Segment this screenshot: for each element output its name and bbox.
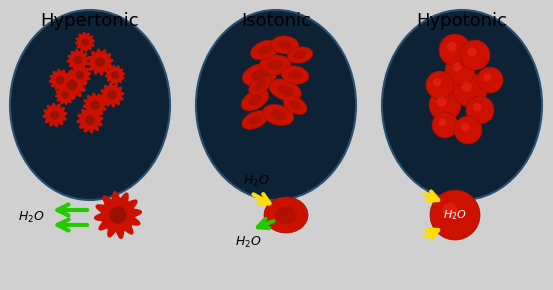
Ellipse shape [277,84,293,95]
Circle shape [466,96,494,124]
Circle shape [447,42,457,52]
Text: Hypotonic: Hypotonic [416,12,508,30]
Circle shape [452,63,462,72]
Polygon shape [100,83,124,107]
Ellipse shape [259,55,291,75]
Polygon shape [110,207,126,223]
Polygon shape [108,91,116,99]
Ellipse shape [258,45,272,55]
Ellipse shape [248,95,262,105]
Text: Hypertonic: Hypertonic [41,12,139,30]
Text: $H_2O$: $H_2O$ [443,208,467,222]
Circle shape [433,78,441,86]
Circle shape [483,73,491,81]
Circle shape [473,103,482,111]
Polygon shape [95,192,142,238]
Polygon shape [76,33,95,51]
Ellipse shape [264,197,308,233]
Circle shape [477,67,503,93]
Polygon shape [84,93,107,117]
Bar [0,0,553,135]
Ellipse shape [287,47,313,63]
Circle shape [442,202,457,218]
Ellipse shape [196,10,356,200]
Polygon shape [56,86,74,104]
Polygon shape [62,92,68,98]
Ellipse shape [269,79,301,101]
Ellipse shape [382,10,542,200]
Ellipse shape [270,110,286,120]
Polygon shape [96,58,105,66]
Polygon shape [67,50,88,70]
Ellipse shape [281,66,309,84]
Ellipse shape [262,104,294,126]
Polygon shape [91,101,99,109]
Ellipse shape [271,36,299,54]
Circle shape [432,112,458,138]
Ellipse shape [249,75,271,95]
Circle shape [439,119,446,126]
Ellipse shape [294,51,306,59]
Ellipse shape [275,206,297,224]
Polygon shape [58,71,86,99]
Ellipse shape [251,40,279,60]
Circle shape [467,48,477,57]
Polygon shape [112,72,118,78]
Ellipse shape [289,100,301,110]
Polygon shape [82,39,88,45]
Text: $H_2O$: $H_2O$ [234,235,262,250]
Polygon shape [76,71,84,79]
Polygon shape [106,66,124,84]
Polygon shape [49,70,71,90]
Circle shape [439,34,471,66]
Polygon shape [86,116,95,124]
Circle shape [462,81,472,92]
Text: $H_2O$: $H_2O$ [18,209,45,224]
Ellipse shape [241,89,269,111]
Ellipse shape [278,41,292,50]
Ellipse shape [242,111,268,129]
Circle shape [460,40,490,70]
Circle shape [430,190,480,240]
Ellipse shape [267,60,283,70]
Circle shape [453,73,487,107]
Polygon shape [87,49,113,75]
Polygon shape [77,107,103,133]
Ellipse shape [10,10,170,200]
Ellipse shape [251,69,269,81]
Circle shape [426,71,454,99]
Polygon shape [75,56,82,64]
Circle shape [437,97,447,107]
Circle shape [461,123,469,131]
Text: $H_2O$: $H_2O$ [243,174,269,189]
Circle shape [429,89,461,121]
Polygon shape [70,64,91,86]
Polygon shape [67,80,77,90]
Text: Isotonic: Isotonic [241,12,311,30]
Polygon shape [56,76,64,84]
Circle shape [454,116,482,144]
Polygon shape [51,111,59,119]
Circle shape [445,55,475,85]
Ellipse shape [248,115,262,125]
Ellipse shape [288,70,302,79]
Ellipse shape [242,64,278,87]
Ellipse shape [283,95,307,115]
Ellipse shape [254,80,265,90]
Polygon shape [43,103,67,127]
